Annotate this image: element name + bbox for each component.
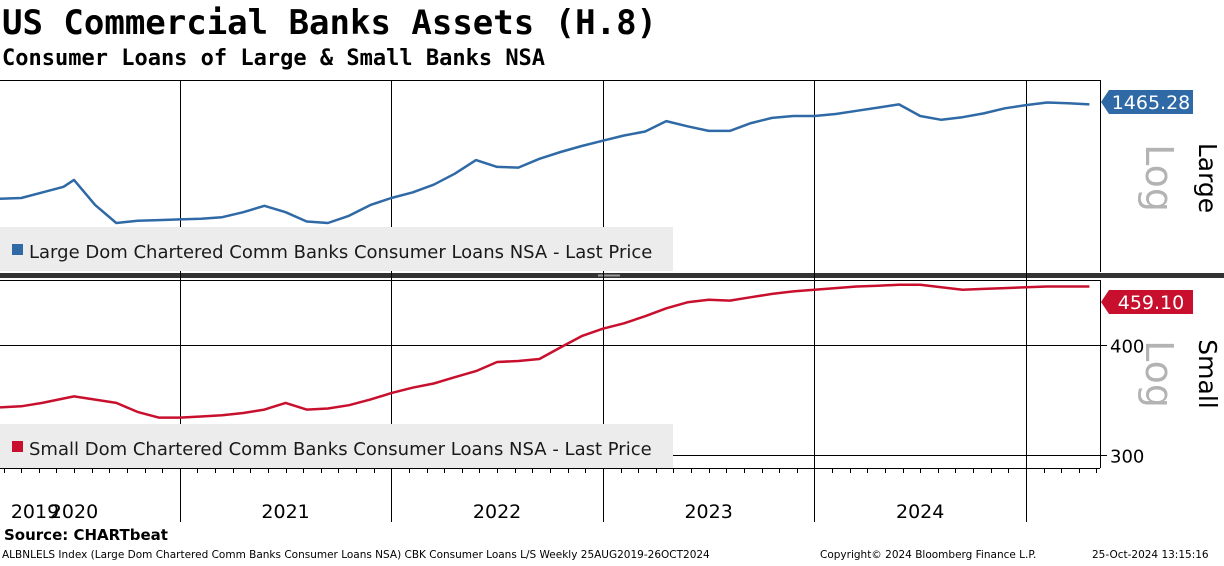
- log-scale-label: Log: [1137, 340, 1181, 408]
- legend-swatch: [12, 244, 23, 255]
- footer-series-info: ALBNLELS Index (Large Dom Chartered Comm…: [2, 549, 710, 561]
- series-line: [0, 283, 1090, 419]
- y-tick-label: 400: [1110, 337, 1144, 358]
- legend-box: [0, 227, 673, 271]
- panel-label: Large: [1193, 143, 1222, 213]
- x-tick-label: 2023: [684, 501, 732, 523]
- x-tick-label: 2024: [896, 501, 944, 523]
- last-price-tag: [1101, 90, 1193, 114]
- footer-timestamp: 25-Oct-2024 13:15:16: [1092, 549, 1209, 561]
- source-note: Source: CHARTbeat: [4, 526, 168, 544]
- legend-swatch: [12, 441, 23, 452]
- y-tick-label: 300: [1110, 447, 1144, 468]
- panel-label: Small: [1193, 339, 1222, 408]
- chart-subtitle: Consumer Loans of Large & Small Banks NS…: [2, 46, 546, 71]
- legend-box: [0, 424, 673, 468]
- x-tick-label: 2020: [50, 501, 98, 523]
- x-tick-label: 2022: [473, 501, 521, 523]
- x-tick-label: 2019: [11, 501, 59, 523]
- last-price-label: 459.10: [1118, 292, 1184, 314]
- last-price-label: 1465.28: [1112, 92, 1191, 114]
- last-price-tag: [1101, 290, 1193, 314]
- x-tick-label: 2021: [261, 501, 309, 523]
- separator-handle[interactable]: [598, 274, 620, 277]
- legend-label: Small Dom Chartered Comm Banks Consumer …: [29, 439, 652, 460]
- legend-label: Large Dom Chartered Comm Banks Consumer …: [29, 242, 652, 263]
- log-scale-label: Log: [1137, 144, 1181, 212]
- chart-title: US Commercial Banks Assets (H.8): [2, 3, 658, 43]
- series-line: [0, 101, 1090, 225]
- footer-copyright: Copyright© 2024 Bloomberg Finance L.P.: [820, 549, 1037, 561]
